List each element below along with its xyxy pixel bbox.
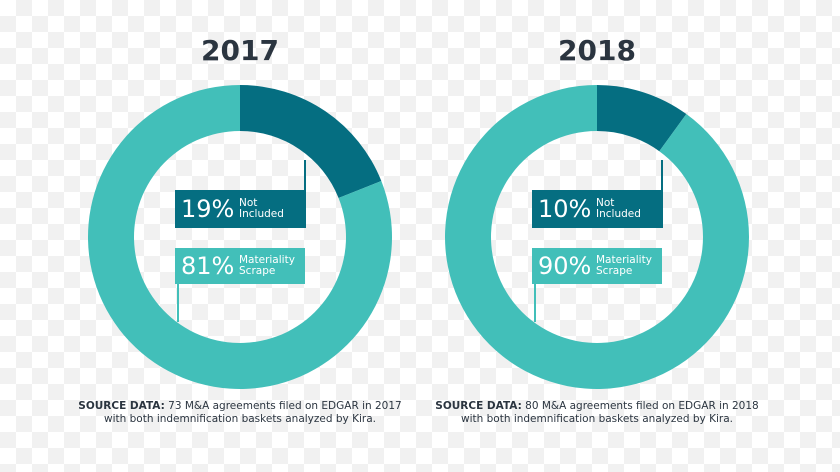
category-label: Materiality Scrape (596, 255, 660, 277)
value-label: 90% (538, 252, 591, 280)
source-text: with both indemnification baskets analyz… (461, 413, 733, 425)
chart-title: 2018 (558, 34, 636, 67)
donut-segment (240, 85, 382, 198)
source-text: 80 M&A agreements filed on EDGAR in 2018 (525, 400, 759, 412)
label-box (532, 248, 662, 284)
donut-segment (445, 85, 750, 390)
category-label: Materiality Scrape (239, 255, 303, 277)
label-box (175, 190, 305, 228)
value-label: 10% (538, 195, 591, 223)
donut-segment (87, 85, 392, 389)
source-note: with both indemnification baskets analyz… (417, 413, 777, 426)
category-text: Not Included (596, 197, 641, 220)
source-note: with both indemnification baskets analyz… (60, 413, 420, 426)
category-text: Not Included (239, 197, 284, 220)
chart-title: 2017 (201, 34, 279, 67)
source-text: 73 M&A agreements filed on EDGAR in 2017 (168, 400, 402, 412)
source-text: with both indemnification baskets analyz… (104, 413, 376, 425)
donut-segment (597, 85, 687, 152)
source-note: SOURCE DATA: 73 M&A agreements filed on … (60, 400, 420, 413)
source-label: SOURCE DATA: (435, 400, 522, 412)
source-note: SOURCE DATA: 80 M&A agreements filed on … (417, 400, 777, 413)
category-text: Materiality Scrape (596, 254, 652, 277)
label-box (175, 248, 305, 284)
category-label: Not Included (596, 198, 660, 220)
label-box (532, 190, 662, 228)
value-label: 81% (181, 252, 234, 280)
value-label: 19% (181, 195, 234, 223)
source-label: SOURCE DATA: (78, 400, 165, 412)
category-text: Materiality Scrape (239, 254, 295, 277)
category-label: Not Included (239, 198, 303, 220)
